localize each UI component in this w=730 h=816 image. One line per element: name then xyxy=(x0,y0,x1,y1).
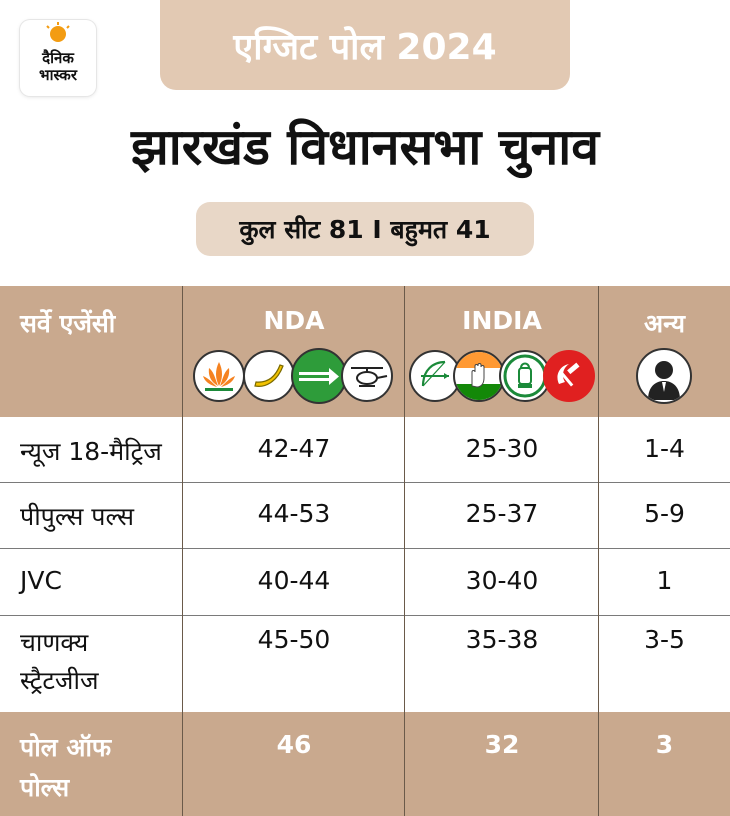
footer-label-line-2: पोल्स xyxy=(20,773,70,802)
footer-nda: 46 xyxy=(276,730,312,759)
column-header-agency: सर्वे एजेंसी xyxy=(20,309,116,338)
agency-cell-line-1: चाणक्य xyxy=(20,628,89,657)
nda-cell: 40-44 xyxy=(257,566,331,595)
table-row: न्यूज 18-मैट्रिज 42-47 25-30 1-4 xyxy=(0,417,730,483)
nda-cell: 42-47 xyxy=(257,434,331,463)
banana-icon xyxy=(243,350,295,402)
arrow-icon xyxy=(291,348,347,404)
others-cell: 1 xyxy=(656,566,673,595)
logo-line-1: दैनिक xyxy=(42,49,74,67)
column-divider xyxy=(182,286,183,816)
agency-cell: पीपुल्स पल्स xyxy=(20,502,134,531)
logo-line-2: भास्कर xyxy=(39,66,77,84)
hand-icon xyxy=(453,350,505,402)
exit-poll-label: एग्जिट पोल 2024 xyxy=(160,0,570,90)
table-header-row: सर्वे एजेंसी NDA INDIA अन्य xyxy=(0,286,730,417)
column-divider xyxy=(598,286,599,816)
column-header-india: INDIA xyxy=(462,306,542,335)
india-cell: 25-30 xyxy=(465,434,539,463)
nda-cell: 44-53 xyxy=(257,499,331,528)
column-header-nda: NDA xyxy=(263,306,325,335)
page-title: झारखंड विधानसभा चुनाव xyxy=(130,118,599,176)
agency-cell-line-2: स्ट्रैटजीज xyxy=(20,666,99,695)
exit-poll-table: सर्वे एजेंसी NDA INDIA अन्य xyxy=(0,286,730,816)
seat-info-badge: कुल सीट 81 I बहुमत 41 xyxy=(196,202,534,256)
helicopter-icon xyxy=(341,350,393,402)
others-cell: 3-5 xyxy=(644,625,685,654)
column-divider xyxy=(404,286,405,816)
agency-cell: JVC xyxy=(20,566,62,595)
person-silhouette-icon xyxy=(636,348,692,404)
sun-icon xyxy=(46,22,70,42)
footer-label-line-1: पोल ऑफ xyxy=(20,733,112,762)
column-header-others: अन्य xyxy=(644,309,685,338)
footer-india: 32 xyxy=(484,730,520,759)
table-row: JVC 40-44 30-40 1 xyxy=(0,548,730,616)
others-cell: 1-4 xyxy=(644,434,685,463)
others-cell: 5-9 xyxy=(644,499,685,528)
hammer-sickle-icon xyxy=(543,350,595,402)
india-cell: 25-37 xyxy=(465,499,539,528)
nda-cell: 45-50 xyxy=(257,625,331,654)
table-row: चाणक्य स्ट्रैटजीज 45-50 35-38 3-5 xyxy=(0,615,730,712)
table-row: पीपुल्स पल्स 44-53 25-37 5-9 xyxy=(0,482,730,549)
india-cell: 35-38 xyxy=(465,625,539,654)
lotus-icon xyxy=(193,350,245,402)
india-cell: 30-40 xyxy=(465,566,539,595)
footer-others: 3 xyxy=(655,730,674,759)
poll-of-polls-row: पोल ऑफ पोल्स 46 32 3 xyxy=(0,712,730,816)
agency-cell: न्यूज 18-मैट्रिज xyxy=(20,437,162,466)
dainik-bhaskar-logo: दैनिक भास्कर xyxy=(20,20,96,96)
